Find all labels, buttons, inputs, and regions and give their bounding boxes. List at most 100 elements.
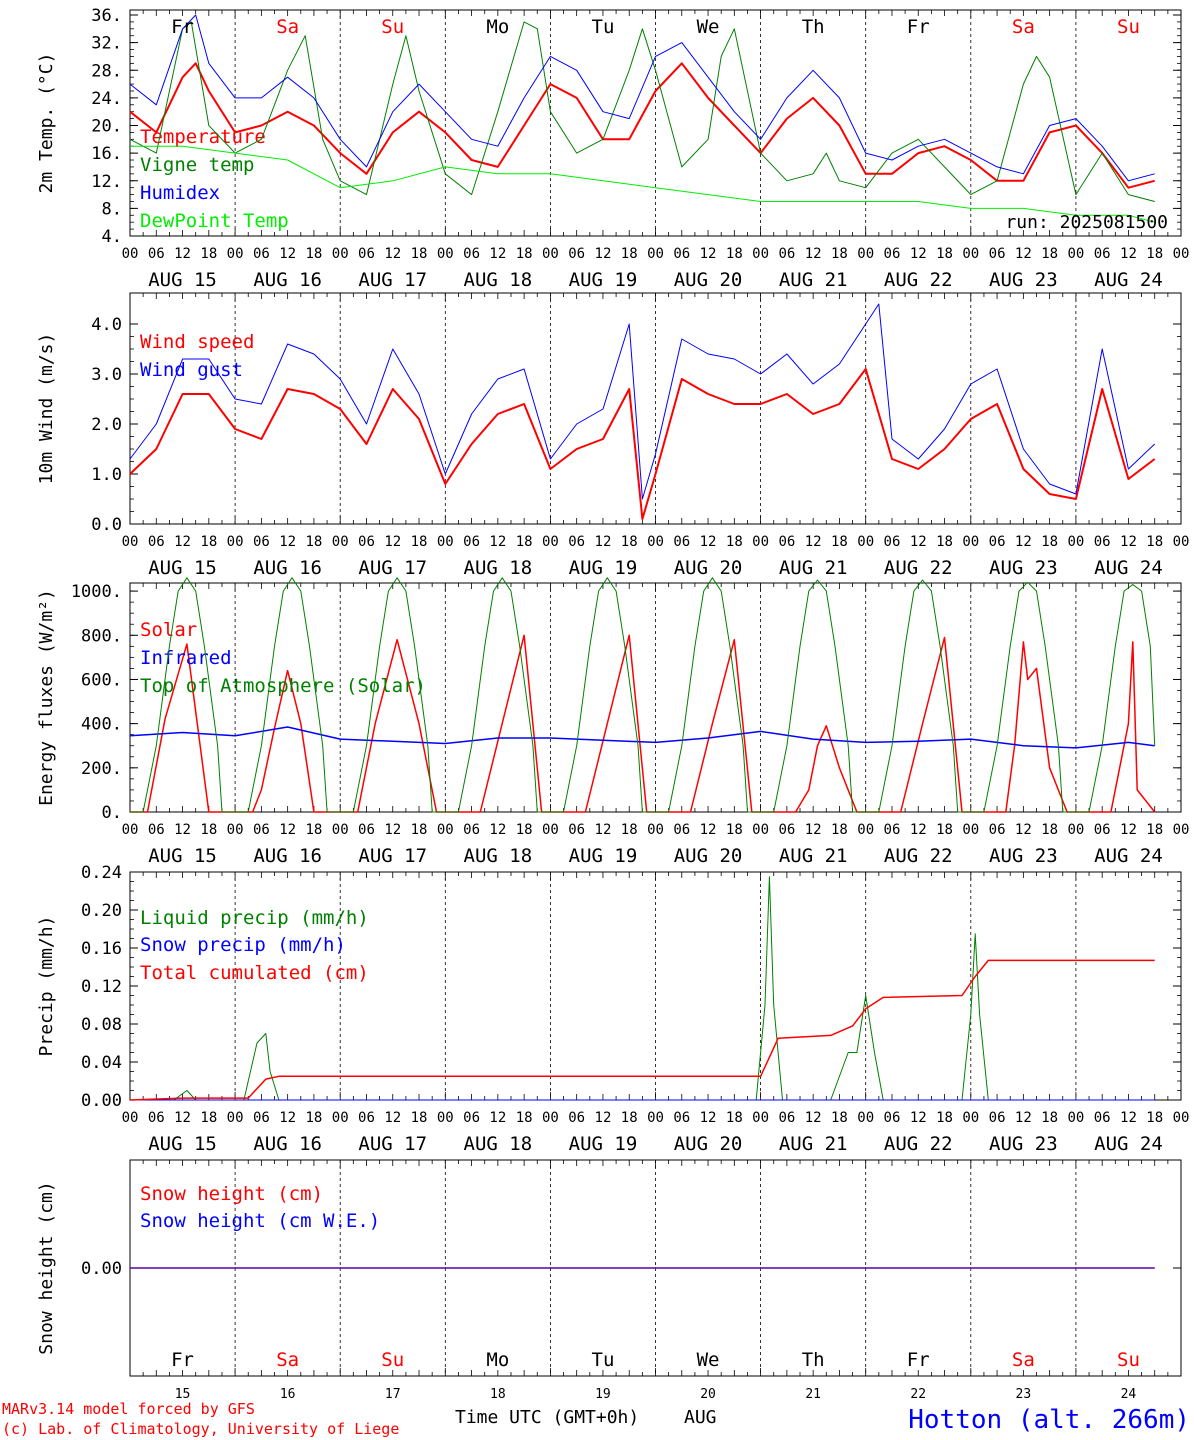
hour-label: 18 xyxy=(516,1110,533,1126)
hour-label: 12 xyxy=(700,1110,717,1126)
hour-label: 18 xyxy=(621,246,638,262)
hour-label: 00 xyxy=(332,1110,349,1126)
date-label: AUG 15 xyxy=(148,845,217,867)
y-tick-label: 600. xyxy=(81,670,122,690)
hour-label: 00 xyxy=(1173,1110,1190,1126)
hour-label: 12 xyxy=(700,246,717,262)
hour-label: 12 xyxy=(279,1110,296,1126)
date-label: AUG 23 xyxy=(989,845,1058,867)
hour-label: 12 xyxy=(700,534,717,550)
day-name-top: Fr xyxy=(171,16,194,38)
hour-label: 00 xyxy=(1173,822,1190,838)
date-label: AUG 24 xyxy=(1094,845,1163,867)
hour-label: 18 xyxy=(1041,822,1058,838)
y-tick-label: 0.0 xyxy=(91,515,122,535)
y-tick-label: 20. xyxy=(91,117,122,137)
hour-label: 18 xyxy=(936,534,953,550)
hour-label: 06 xyxy=(778,822,795,838)
date-label: AUG 18 xyxy=(464,1133,533,1155)
hour-label: 18 xyxy=(305,822,322,838)
date-label: AUG 16 xyxy=(253,269,322,291)
date-label: AUG 19 xyxy=(569,1133,638,1155)
day-name-bottom: Th xyxy=(802,1349,825,1371)
y-tick-label: 1.0 xyxy=(91,465,122,485)
hour-label: 06 xyxy=(463,534,480,550)
hour-label: 18 xyxy=(305,246,322,262)
y-tick-label: 0.00 xyxy=(81,1259,122,1279)
hour-label: 06 xyxy=(253,822,270,838)
hour-label: 12 xyxy=(1120,1110,1137,1126)
hour-label: 18 xyxy=(831,246,848,262)
hour-label: 12 xyxy=(805,246,822,262)
hour-label: 18 xyxy=(411,822,428,838)
date-label: AUG 22 xyxy=(884,1133,953,1155)
hour-label: 00 xyxy=(542,1110,559,1126)
hour-label: 00 xyxy=(227,534,244,550)
hour-label: 06 xyxy=(253,1110,270,1126)
hour-label: 12 xyxy=(279,822,296,838)
hour-label: 00 xyxy=(122,822,139,838)
hour-label: 00 xyxy=(542,822,559,838)
hour-label: 00 xyxy=(857,534,874,550)
hour-label: 12 xyxy=(384,822,401,838)
date-label: AUG 21 xyxy=(779,557,848,579)
series-line-2 xyxy=(129,726,1155,749)
panel-5: 0.00 Snow height (cm) Snow height (cm) Snow… xyxy=(36,1159,1182,1402)
day-number: 18 xyxy=(490,1387,506,1402)
hour-label: 18 xyxy=(411,534,428,550)
day-name-top: Su xyxy=(1117,16,1140,38)
hour-label: 00 xyxy=(647,822,664,838)
y-tick-label: 32. xyxy=(91,34,122,54)
date-label: AUG 15 xyxy=(148,557,217,579)
hour-label: 00 xyxy=(752,1110,769,1126)
run-label: run: 2025081500 xyxy=(1005,212,1168,233)
hour-label: 06 xyxy=(884,246,901,262)
hour-label: 18 xyxy=(411,1110,428,1126)
date-label: AUG 19 xyxy=(569,269,638,291)
hour-label: 12 xyxy=(279,534,296,550)
credit-line-2: (c) Lab. of Climatology, University of L… xyxy=(2,1420,399,1438)
panel-2: 0.0 1.0 2.0 3.0 4.0 10m Wind (m/s) Wind speed W… xyxy=(36,292,1189,579)
date-label: AUG 22 xyxy=(884,269,953,291)
hour-label: 18 xyxy=(200,534,217,550)
hour-label: 12 xyxy=(700,822,717,838)
y-tick-label: 0. xyxy=(102,803,122,823)
hour-label: 06 xyxy=(568,246,585,262)
day-name-top: We xyxy=(697,16,720,38)
legend-entry: Liquid precip (mm/h) xyxy=(140,907,369,929)
hour-label: 00 xyxy=(962,246,979,262)
series-line-1 xyxy=(130,634,1156,813)
hour-label: 12 xyxy=(1015,822,1032,838)
day-number: 21 xyxy=(805,1387,821,1402)
hour-label: 00 xyxy=(542,246,559,262)
hour-label: 12 xyxy=(174,534,191,550)
y-axis-label: Snow height (cm) xyxy=(36,1181,57,1354)
hour-label: 12 xyxy=(805,1110,822,1126)
hour-label: 12 xyxy=(174,246,191,262)
hour-label: 12 xyxy=(489,534,506,550)
hour-label: 18 xyxy=(411,246,428,262)
date-label: AUG 24 xyxy=(1094,1133,1163,1155)
date-label: AUG 15 xyxy=(148,1133,217,1155)
hour-label: 00 xyxy=(227,1110,244,1126)
hour-label: 06 xyxy=(884,534,901,550)
hour-label: 12 xyxy=(384,246,401,262)
legend-entry: Top of Atmosphere (Solar) xyxy=(140,675,426,697)
day-number: 15 xyxy=(175,1387,191,1402)
hour-label: 00 xyxy=(227,822,244,838)
series-line-1 xyxy=(130,876,1155,1101)
hour-label: 06 xyxy=(358,1110,375,1126)
date-label: AUG 17 xyxy=(358,1133,427,1155)
panel-4: 0.00 0.04 0.08 0.12 0.16 0.20 0.24 Precip (mm/h… xyxy=(36,863,1189,1155)
y-tick-label: 200. xyxy=(81,759,122,779)
hour-label: 18 xyxy=(200,246,217,262)
hour-label: 18 xyxy=(200,1110,217,1126)
hour-label: 18 xyxy=(621,822,638,838)
hour-label: 00 xyxy=(122,246,139,262)
credit-line-1: MARv3.14 model forced by GFS xyxy=(2,1400,255,1418)
hour-label: 18 xyxy=(305,1110,322,1126)
hour-label: 12 xyxy=(174,1110,191,1126)
y-tick-label: 0.20 xyxy=(81,901,122,921)
date-label: AUG 17 xyxy=(358,557,427,579)
